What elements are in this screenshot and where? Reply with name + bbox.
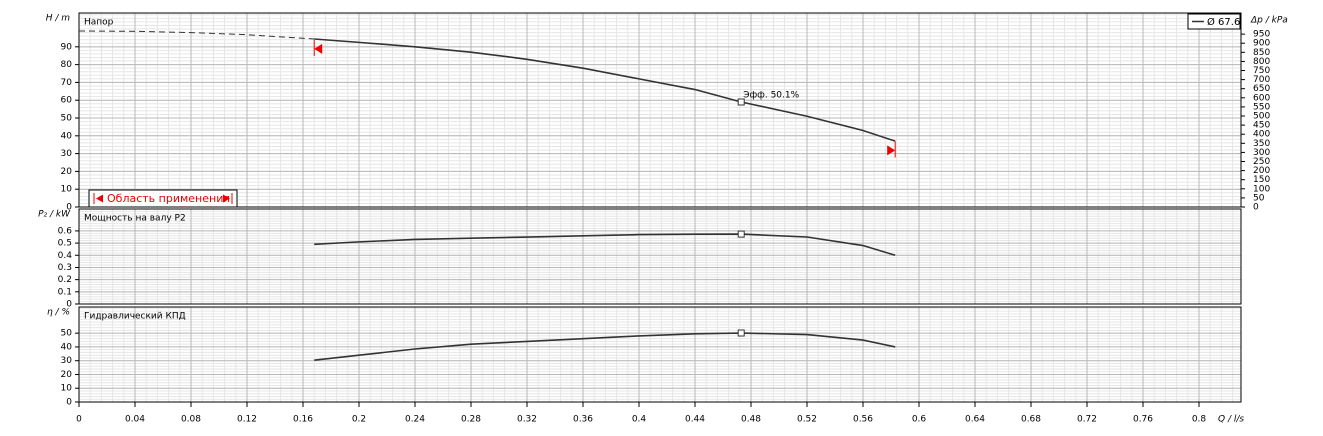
y2-tick-label: 250 [1253, 157, 1270, 167]
y2-tick-label: 600 [1253, 93, 1270, 103]
y-tick-label: 0.6 [58, 226, 73, 236]
y-tick-label: 0.2 [58, 275, 72, 285]
x-tick-label: 0.12 [237, 415, 257, 425]
panel-title: Мощность на валу P2 [84, 214, 186, 224]
x-tick-label: 0.32 [517, 415, 537, 425]
plot-frame [78, 208, 1242, 305]
panel-title: Гидравлический КПД [84, 312, 186, 322]
y-tick-label: 0 [66, 300, 72, 310]
panel-title: Напор [84, 18, 114, 28]
x-tick-label: 0.04 [125, 415, 145, 425]
y2-tick-label: 800 [1253, 57, 1270, 67]
y-tick-label: 0 [66, 203, 72, 213]
plot-frame [78, 12, 1242, 208]
y-tick-label: 50 [61, 329, 73, 339]
x-tick-label: 0.76 [1133, 415, 1153, 425]
y2-tick-label: 850 [1253, 48, 1270, 58]
bep-marker [737, 98, 745, 106]
x-tick-label: 0.2 [352, 415, 366, 425]
y2-axis-label: Δp / kPa [1250, 16, 1288, 26]
y-tick-label: 30 [61, 356, 73, 366]
y-tick-label: 80 [61, 60, 73, 70]
y-tick-label: 40 [61, 131, 73, 141]
y-tick-label: 50 [61, 114, 73, 124]
curve [314, 233, 896, 257]
x-tick-label: 0.44 [685, 415, 705, 425]
y2-tick-label: 650 [1253, 84, 1270, 94]
y2-tick-label: 550 [1253, 102, 1270, 112]
y-tick-label: 0.1 [58, 287, 72, 297]
curve-extension [78, 30, 315, 40]
y2-tick-label: 900 [1253, 39, 1270, 49]
x-tick-label: 0.36 [573, 415, 593, 425]
x-tick-label: 0.48 [741, 415, 761, 425]
y2-tick-label: 300 [1253, 148, 1270, 158]
y-tick-label: 90 [61, 42, 73, 52]
y-tick-label: 10 [61, 185, 73, 195]
y-tick-label: 30 [61, 149, 73, 159]
x-tick-label: 0.6 [912, 415, 927, 425]
range-legend-label: Область применения [107, 192, 230, 205]
y2-tick-label: 750 [1253, 66, 1270, 76]
curve [314, 332, 896, 361]
y2-tick-label: 200 [1253, 166, 1270, 176]
x-tick-label: 0 [76, 415, 82, 425]
y-axis-label: P₂ / kW [38, 210, 71, 220]
y2-tick-label: 450 [1253, 121, 1270, 131]
x-tick-label: 0.4 [632, 415, 647, 425]
y2-tick-label: 700 [1253, 75, 1270, 85]
y-tick-label: 60 [61, 96, 73, 106]
y-tick-label: 0 [66, 398, 72, 408]
bep-label: Эфф. 50.1% [743, 90, 799, 100]
bep-marker [737, 230, 745, 238]
x-axis-label: Q / l/s [1218, 415, 1244, 425]
y-axis-label: η / % [47, 308, 70, 318]
y2-tick-label: 350 [1253, 139, 1270, 149]
y-tick-label: 20 [61, 370, 73, 380]
y2-tick-label: 150 [1253, 175, 1270, 185]
x-tick-label: 0.56 [853, 415, 873, 425]
y-axis-label: H / m [46, 14, 71, 24]
x-tick-label: 0.52 [797, 415, 817, 425]
x-tick-label: 0.8 [1192, 415, 1207, 425]
x-tick-label: 0.28 [461, 415, 481, 425]
curve [314, 38, 896, 142]
y-tick-label: 0.5 [58, 239, 72, 249]
y-tick-label: 0.3 [58, 263, 72, 273]
y2-tick-label: 950 [1253, 30, 1270, 40]
plot-frame [78, 306, 1242, 403]
y-tick-label: 0.4 [58, 251, 73, 261]
range-legend-arrow [96, 194, 103, 203]
range-arrow [887, 145, 896, 156]
legend-box [1187, 13, 1241, 30]
x-tick-label: 0.24 [405, 415, 425, 425]
legend-label: Ø 67.6 [1207, 16, 1240, 28]
y-tick-label: 70 [61, 78, 73, 88]
y2-tick-label: 0 [1253, 203, 1259, 213]
y2-tick-label: 100 [1253, 184, 1270, 194]
bep-marker [737, 329, 745, 337]
range-arrow [314, 43, 323, 54]
x-tick-label: 0.64 [965, 415, 985, 425]
range-legend-box [88, 189, 238, 208]
y-tick-label: 20 [61, 167, 73, 177]
y-tick-label: 10 [61, 384, 73, 394]
x-tick-label: 0.08 [181, 415, 201, 425]
y2-tick-label: 50 [1253, 193, 1265, 203]
range-legend-arrow [223, 194, 230, 203]
x-tick-label: 0.72 [1077, 415, 1097, 425]
y2-tick-label: 500 [1253, 112, 1270, 122]
x-tick-label: 0.16 [293, 415, 313, 425]
x-tick-label: 0.68 [1021, 415, 1041, 425]
y-tick-label: 40 [61, 342, 73, 352]
y2-tick-label: 400 [1253, 130, 1270, 140]
